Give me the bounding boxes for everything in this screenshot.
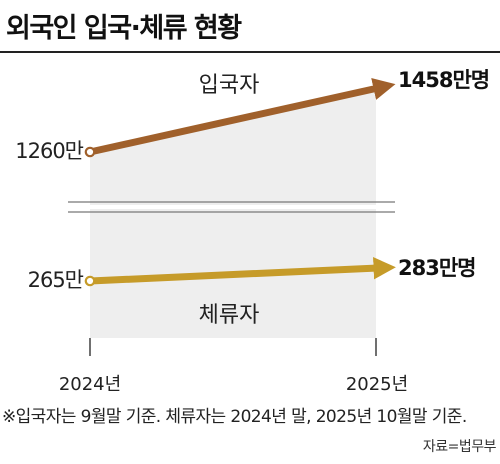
stay-series-line (89, 257, 396, 285)
entry-start-label: 1260만 (15, 139, 83, 163)
stay-end-label: 283만명 (398, 256, 475, 280)
stay-start-label: 265만 (28, 268, 84, 292)
footnote: ※입국자는 9월말 기준. 체류자는 2024년 말, 2025년 10월말 기… (2, 407, 467, 427)
entry-end-label: 1458만명 (398, 68, 489, 92)
chart-svg: 2024년 2025년 1260만 1458만명 입국자 265만 283만명 … (15, 68, 490, 395)
stay-start-point (84, 275, 96, 287)
entry-series-line (89, 78, 396, 156)
title-rule (0, 51, 500, 53)
entry-series-name: 입국자 (199, 73, 260, 98)
entry-area (90, 88, 376, 205)
source-credit: 자료=법무부 (422, 439, 497, 455)
x-label-2025: 2025년 (346, 374, 408, 395)
x-label-2024: 2024년 (59, 374, 121, 395)
entry-start-point (84, 146, 96, 158)
stay-series-name: 체류자 (199, 303, 260, 328)
chart-title: 외국인 입국·체류 현황 (6, 13, 242, 44)
